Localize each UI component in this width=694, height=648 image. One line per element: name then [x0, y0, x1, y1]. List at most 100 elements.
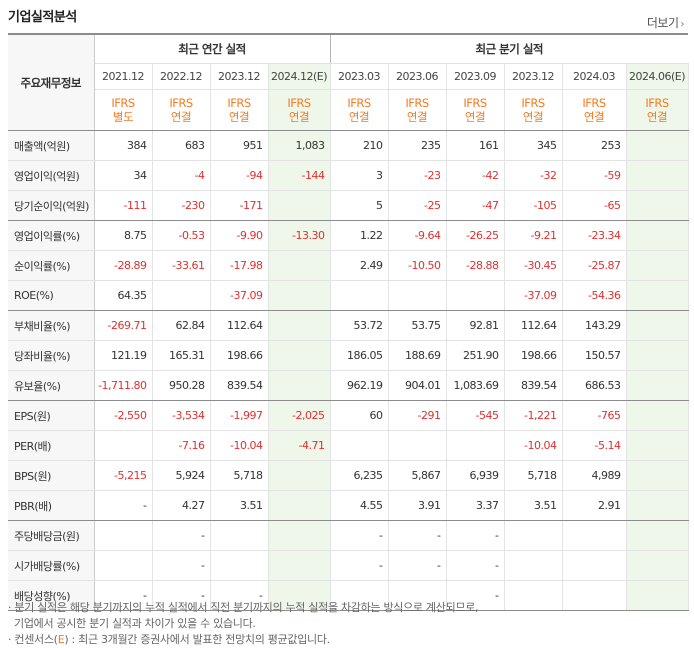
standard-header: IFRS 연결	[152, 89, 211, 131]
consolidation-type: 연결	[406, 110, 428, 124]
value-cell	[626, 220, 689, 251]
value-cell	[268, 280, 331, 311]
standard-header: IFRS 연결	[562, 89, 627, 131]
value-cell: -23.34	[562, 220, 627, 251]
value-cell	[446, 280, 505, 311]
value-cell: 64.35	[94, 280, 153, 311]
value-cell: 143.29	[562, 310, 627, 341]
value-cell	[626, 160, 689, 191]
standard-header: IFRS 연결	[446, 89, 505, 131]
value-cell: -94	[210, 160, 269, 191]
standard-header: IFRS 연결	[329, 89, 389, 131]
value-cell: -54.36	[562, 280, 627, 311]
more-link[interactable]: 더보기 ›	[647, 14, 685, 31]
value-cell: 34	[94, 160, 153, 191]
value-cell: 6,235	[329, 460, 389, 491]
value-cell: -	[94, 580, 153, 611]
consolidation-type: 연결	[464, 110, 486, 124]
value-cell: -28.88	[446, 250, 505, 281]
value-cell	[268, 190, 331, 221]
value-cell	[268, 460, 331, 491]
value-cell: -3,534	[152, 400, 211, 431]
table-row: 영업이익(억원) 34 -4 -94 -144 3 -23 -42 -32 -59	[8, 160, 689, 191]
consolidation-type: 연결	[228, 110, 250, 124]
period-header: 2023.09	[446, 63, 505, 90]
value-cell	[626, 430, 689, 461]
value-cell	[562, 580, 627, 611]
standard-type: IFRS	[287, 96, 311, 110]
row-label: PBR(배)	[8, 490, 95, 521]
row-label: 배당성향(%)	[8, 580, 95, 611]
value-cell: -	[94, 490, 153, 521]
value-cell	[626, 550, 689, 581]
value-cell	[210, 520, 269, 551]
value-cell: -59	[562, 160, 627, 191]
value-cell: -37.09	[504, 280, 563, 311]
standard-type: IFRS	[227, 96, 251, 110]
chevron-right-icon: ›	[680, 19, 685, 30]
value-cell: 1,083	[268, 130, 331, 161]
value-cell: -2,025	[268, 400, 331, 431]
table-row: 부채비율(%) -269.71 62.84 112.64 53.72 53.75 92.81…	[8, 310, 689, 341]
row-label: 유보율(%)	[8, 370, 95, 401]
period-header: 2023.12	[210, 63, 269, 90]
value-cell: -	[446, 580, 505, 611]
standard-type: IFRS	[582, 96, 606, 110]
value-cell: 5,718	[210, 460, 269, 491]
value-cell: -765	[562, 400, 627, 431]
period-header: 2022.12	[152, 63, 211, 90]
value-cell: 251.90	[446, 340, 505, 371]
consolidation-type: 연결	[170, 110, 192, 124]
value-cell: -105	[504, 190, 563, 221]
value-cell: -1,997	[210, 400, 269, 431]
value-cell: 5	[329, 190, 389, 221]
value-cell: -33.61	[152, 250, 211, 281]
value-cell: 60	[329, 400, 389, 431]
value-cell: -23	[388, 160, 447, 191]
table-row: PBR(배) -4.27 3.51 4.55 3.91 3.37 3.51 2.91	[8, 490, 689, 521]
value-cell: 3.37	[446, 490, 505, 521]
value-cell: 198.66	[210, 340, 269, 371]
standard-type: IFRS	[347, 96, 371, 110]
value-cell: -2,550	[94, 400, 153, 431]
value-cell	[94, 520, 153, 551]
row-label: PER(배)	[8, 430, 95, 461]
value-cell: -5.14	[562, 430, 627, 461]
value-cell: -144	[268, 160, 331, 191]
value-cell: 186.05	[329, 340, 389, 371]
value-cell	[504, 550, 563, 581]
consolidation-type: 연결	[646, 110, 668, 124]
value-cell: -9.90	[210, 220, 269, 251]
period-header: 2024.06(E)	[626, 63, 689, 90]
value-cell: 188.69	[388, 340, 447, 371]
value-cell: 210	[329, 130, 389, 161]
value-cell: -	[329, 520, 389, 551]
value-cell: -10.50	[388, 250, 447, 281]
value-cell: -65	[562, 190, 627, 221]
value-cell: 2.49	[329, 250, 389, 281]
standard-type: IFRS	[111, 96, 135, 110]
value-cell	[388, 580, 447, 611]
value-cell: 384	[94, 130, 153, 161]
value-cell: -545	[446, 400, 505, 431]
value-cell	[626, 340, 689, 371]
footnote-quarter-cont: 기업에서 공시한 분기 실적과 차이가 있을 수 있습니다.	[14, 617, 256, 630]
period-header: 2021.12	[94, 63, 153, 90]
value-cell	[329, 580, 389, 611]
value-cell: -25.87	[562, 250, 627, 281]
value-cell: 951	[210, 130, 269, 161]
table-row: 영업이익률(%) 8.75 -0.53 -9.90 -13.30 1.22 -9.64 -26…	[8, 220, 689, 251]
standard-header: IFRS 연결	[504, 89, 563, 131]
value-cell: 683	[152, 130, 211, 161]
value-cell: -	[152, 520, 211, 551]
value-cell: 150.57	[562, 340, 627, 371]
table-row: 주당배당금(원) - - - -	[8, 520, 689, 551]
table-row: 당좌비율(%) 121.19 165.31 198.66 186.05 188.69 251…	[8, 340, 689, 371]
value-cell: -25	[388, 190, 447, 221]
row-label: 시가배당률(%)	[8, 550, 95, 581]
value-cell: -	[446, 550, 505, 581]
value-cell: -7.16	[152, 430, 211, 461]
value-cell: -111	[94, 190, 153, 221]
value-cell: -	[388, 520, 447, 551]
